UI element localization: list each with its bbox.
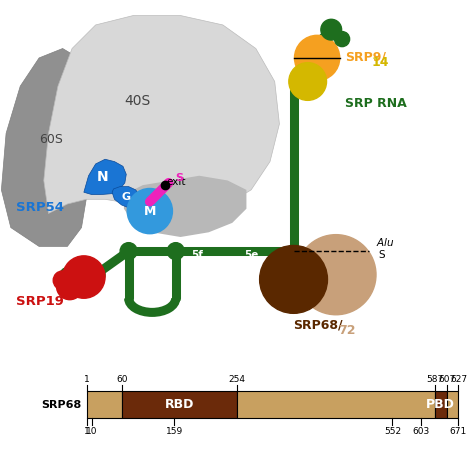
Circle shape [335,32,350,46]
Text: 14: 14 [371,56,389,69]
Text: SRP19: SRP19 [16,295,64,308]
Bar [87,391,122,419]
Text: 159: 159 [166,427,183,436]
Circle shape [60,268,74,282]
Text: N: N [97,170,109,184]
Text: 552: 552 [384,427,401,436]
Circle shape [296,235,376,315]
Circle shape [63,256,105,298]
Text: SRP54: SRP54 [16,201,64,214]
Bar [122,391,237,419]
Text: 671: 671 [450,427,467,436]
Text: S: S [176,173,184,183]
Text: PBD: PBD [426,398,455,411]
Circle shape [294,36,340,81]
Text: 72: 72 [338,324,356,337]
Text: 254: 254 [228,374,246,383]
Text: S: S [378,250,385,260]
Circle shape [321,19,342,40]
Bar [435,391,447,419]
Polygon shape [1,48,105,246]
Polygon shape [44,16,279,213]
Circle shape [56,273,83,300]
Circle shape [289,63,327,100]
Text: SRP RNA: SRP RNA [346,98,407,110]
Text: 60: 60 [116,374,128,383]
Circle shape [260,246,328,313]
Text: exit: exit [166,177,185,187]
Text: 10: 10 [86,427,98,436]
Circle shape [86,265,105,284]
Bar [237,391,435,419]
Text: SRP68: SRP68 [41,400,82,410]
Text: 587: 587 [426,374,443,383]
Polygon shape [84,159,126,195]
Polygon shape [112,187,139,208]
Text: G: G [121,192,130,202]
Text: 627: 627 [450,374,467,383]
Text: $\it{Alu}$: $\it{Alu}$ [376,237,395,248]
Circle shape [120,243,137,260]
Text: 607: 607 [438,374,455,383]
Text: RBD: RBD [165,398,194,411]
Text: 603: 603 [412,427,429,436]
Text: SRP9/: SRP9/ [346,50,386,64]
Text: 1: 1 [84,427,90,436]
Circle shape [167,243,184,260]
Text: 1: 1 [84,374,90,383]
Circle shape [127,189,173,234]
Text: 60S: 60S [39,133,63,146]
Text: 5f: 5f [191,250,203,260]
Text: SRP68/: SRP68/ [293,319,343,332]
Text: 40S: 40S [124,94,150,108]
Text: M: M [144,205,156,218]
Circle shape [53,271,72,290]
Text: 5e: 5e [244,250,258,260]
Polygon shape [124,176,246,237]
Bar [447,391,458,419]
